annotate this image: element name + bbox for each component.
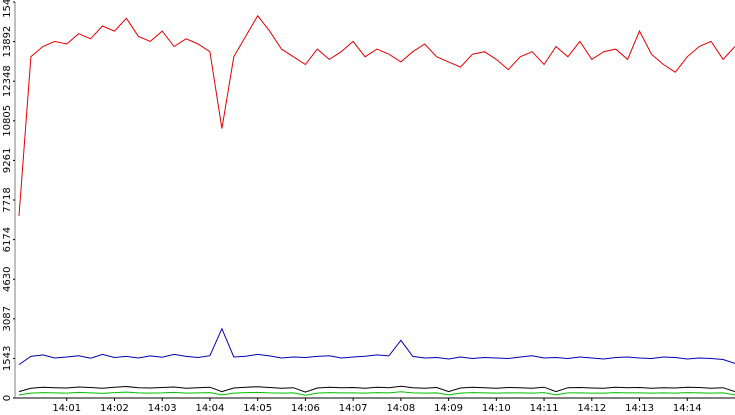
x-tick-label: 14:09 — [434, 403, 463, 414]
y-tick-label: 0 — [2, 395, 13, 401]
series-line — [18, 327, 735, 366]
x-tick-label: 14:14 — [673, 403, 702, 414]
x-tick-label: 14:04 — [196, 403, 225, 414]
y-tick-label: 15436 — [2, 0, 13, 18]
y-tick-label: 10805 — [2, 105, 13, 137]
x-tick-label: 14:02 — [100, 403, 129, 414]
x-tick-label: 14:11 — [530, 403, 559, 414]
y-tick-label: 6174 — [2, 227, 13, 252]
x-tick-label: 14:06 — [291, 403, 320, 414]
x-tick-label: 14:10 — [482, 403, 511, 414]
x-tick-label: 14:01 — [52, 403, 81, 414]
y-tick-label: 13892 — [2, 26, 13, 58]
y-tick-label: 4630 — [2, 266, 13, 291]
y-tick-label: 12348 — [2, 65, 13, 97]
y-tick-label: 3087 — [2, 306, 13, 331]
series-line — [18, 385, 735, 393]
x-tick-label: 14:05 — [243, 403, 272, 414]
y-tick-label: 7718 — [2, 187, 13, 212]
y-tick-label: 1543 — [2, 346, 13, 371]
x-tick-label: 14:07 — [339, 403, 368, 414]
series-line — [18, 391, 735, 396]
y-tick-label: 9261 — [2, 148, 13, 173]
x-tick-label: 14:12 — [577, 403, 606, 414]
x-tick-label: 14:03 — [148, 403, 177, 414]
x-tick-label: 14:13 — [625, 403, 654, 414]
series-line — [18, 14, 735, 216]
x-tick-label: 14:08 — [386, 403, 415, 414]
